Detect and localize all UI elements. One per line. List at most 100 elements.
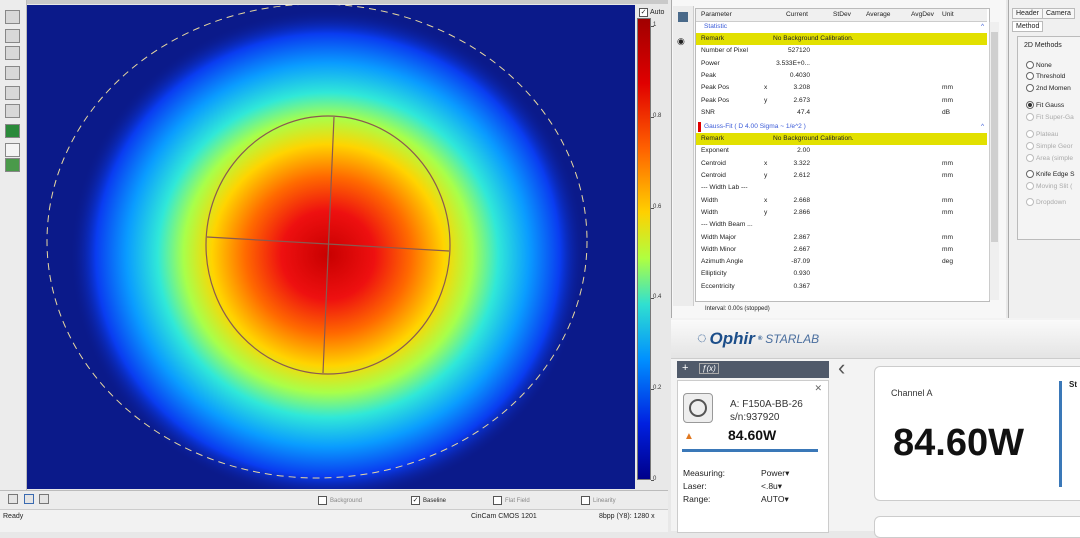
flat-field-option[interactable]: Flat Field — [493, 496, 530, 505]
param-cell: Width — [701, 208, 718, 216]
table-row[interactable]: Width y 2.866 mm — [696, 207, 987, 219]
table-row[interactable]: Centroid y 2.612 mm — [696, 170, 987, 182]
linearity-option[interactable]: Linearity — [581, 496, 616, 505]
results-table: Parameter Current StDev Average AvgDev U… — [695, 8, 990, 302]
header-average: Average — [866, 11, 891, 18]
collapse-arrow-icon[interactable]: ‹ — [838, 355, 846, 380]
ophir-toolbar: + ƒ(x) — [677, 361, 829, 378]
colorbar-tick-mark — [651, 389, 654, 391]
method-option[interactable]: Simple Geor — [1026, 142, 1073, 150]
baseline-option[interactable]: ✓ Baseline — [411, 496, 446, 505]
table-row[interactable]: Width Minor 2.667 mm — [696, 244, 987, 256]
table-row[interactable]: Number of Pixel 527120 — [696, 45, 987, 57]
unit-cell: dB — [942, 108, 951, 116]
tab-camera[interactable]: Camera — [1042, 8, 1075, 19]
tab-header[interactable]: Header — [1012, 8, 1043, 19]
save-results-icon[interactable] — [678, 12, 688, 22]
table-row[interactable]: Remark No Background Calibration. — [696, 133, 987, 146]
header-current: Current — [786, 11, 808, 18]
table-row[interactable]: Azimuth Angle -87.09 deg — [696, 256, 987, 268]
colorbar-tick-mark — [651, 26, 654, 27]
table-row[interactable]: SNR 47.4 dB — [696, 107, 987, 119]
dropdown-arrow-icon: ▾ — [784, 494, 789, 504]
table-row[interactable]: Peak Pos x 3.208 mm — [696, 82, 987, 94]
tab-method[interactable]: Method — [1012, 21, 1044, 32]
method-option[interactable]: Fit Gauss — [1026, 101, 1064, 109]
zoom-icon[interactable] — [5, 104, 20, 118]
section-statistic[interactable]: Statistic ^ — [696, 21, 987, 33]
3d-view-icon[interactable] — [5, 124, 20, 138]
radio-icon — [1026, 130, 1034, 138]
table-row[interactable]: Width Major 2.867 mm — [696, 232, 987, 244]
view-mode-icon[interactable] — [8, 494, 18, 504]
table-row[interactable]: Power 3.533E+0... — [696, 58, 987, 70]
colorbar-tick-label: 1 — [653, 22, 657, 28]
move-icon[interactable] — [5, 66, 20, 80]
table-row[interactable]: Centroid x 3.322 mm — [696, 158, 987, 170]
camera-mode-icon[interactable] — [39, 494, 49, 504]
table-row[interactable]: Remark No Background Calibration. — [696, 33, 987, 45]
save-icon[interactable] — [5, 29, 20, 43]
radio-icon — [1026, 154, 1034, 162]
method-option[interactable]: Moving Slit ( — [1026, 182, 1072, 190]
method-option[interactable]: Dropdown — [1026, 198, 1066, 206]
value-cell: 2.612 — [793, 172, 810, 179]
method-option[interactable]: Area (simple — [1026, 154, 1073, 162]
colorbar-tick-mark — [651, 480, 654, 481]
method-option[interactable]: Knife Edge S — [1026, 170, 1075, 178]
param-cell: Width Major — [701, 233, 737, 241]
blank-tool-icon[interactable] — [5, 143, 20, 157]
close-icon[interactable]: ✕ — [814, 383, 822, 393]
method-option-label: Dropdown — [1036, 198, 1067, 206]
header-unit: Unit — [942, 11, 954, 18]
range-select[interactable]: AUTO▾ — [761, 494, 789, 505]
measuring-select[interactable]: Power▾ — [761, 468, 789, 479]
checkbox-icon: ✓ — [411, 496, 420, 505]
table-row[interactable]: --- Width Lab --- — [696, 182, 987, 194]
method-option-label: Knife Edge S — [1036, 170, 1075, 178]
colorbar-tick-label: 0.6 — [653, 203, 662, 210]
method-option[interactable]: 2nd Momen — [1026, 84, 1071, 92]
crosshair-icon[interactable] — [5, 86, 20, 100]
param-cell: --- Width Lab --- — [701, 184, 748, 192]
add-icon[interactable]: + — [682, 362, 689, 374]
ellipse-mode-icon[interactable] — [24, 494, 34, 504]
section-gauss-fit[interactable]: Gauss-Fit ( D 4.00 Sigma ~ 1/e^2 ) ^ — [696, 121, 987, 133]
laser-select[interactable]: <.8u▾ — [761, 481, 782, 492]
table-row[interactable]: Width x 2.668 mm — [696, 195, 987, 207]
table-row[interactable]: Ellipticity 0.930 — [696, 268, 987, 280]
beam-profile-image[interactable] — [27, 5, 635, 489]
method-option[interactable]: Fit Super-Ga — [1026, 113, 1074, 121]
table-row[interactable]: Peak 0.4030 — [696, 70, 987, 82]
baseline-label: Baseline — [423, 497, 447, 504]
table-row[interactable]: Peak Pos y 2.673 mm — [696, 95, 987, 107]
copy-icon[interactable] — [5, 46, 20, 60]
value-cell: No Background Calibration. — [773, 35, 854, 42]
auto-scale-checkbox[interactable]: ✓ Auto — [639, 8, 664, 17]
method-option[interactable]: Threshold — [1026, 72, 1065, 80]
ophir-brand: Ophir — [709, 329, 755, 348]
background-option[interactable]: Background — [318, 496, 362, 505]
method-option[interactable]: None — [1026, 61, 1052, 69]
flat-field-label: Flat Field — [505, 497, 530, 504]
math-function-button[interactable]: ƒ(x) — [699, 363, 719, 374]
chart-tool-icon[interactable] — [5, 158, 20, 172]
open-file-icon[interactable] — [5, 10, 20, 24]
collapse-caret-icon[interactable]: ^ — [981, 23, 985, 30]
param-cell: Power — [701, 59, 720, 67]
status-ready: Ready — [3, 513, 24, 520]
fit-ellipse — [205, 115, 451, 375]
method-option[interactable]: Plateau — [1026, 130, 1058, 138]
param-cell: Azimuth Angle — [701, 258, 744, 266]
channel-reading: 84.60W — [893, 422, 1024, 464]
table-row[interactable]: Exponent 2.00 — [696, 145, 987, 157]
eye-icon[interactable]: ◉ — [677, 36, 685, 46]
ophir-swoosh-icon: ◌ — [697, 330, 707, 347]
collapse-caret-icon[interactable]: ^ — [981, 123, 985, 131]
method-option-label: None — [1036, 61, 1052, 69]
table-row[interactable]: --- Width Beam ... — [696, 219, 987, 231]
param-cell: Peak Pos — [701, 84, 730, 92]
table-row[interactable]: Eccentricity 0.367 — [696, 281, 987, 293]
results-scrollbar[interactable] — [989, 22, 999, 300]
axis-cell: y — [764, 172, 768, 179]
